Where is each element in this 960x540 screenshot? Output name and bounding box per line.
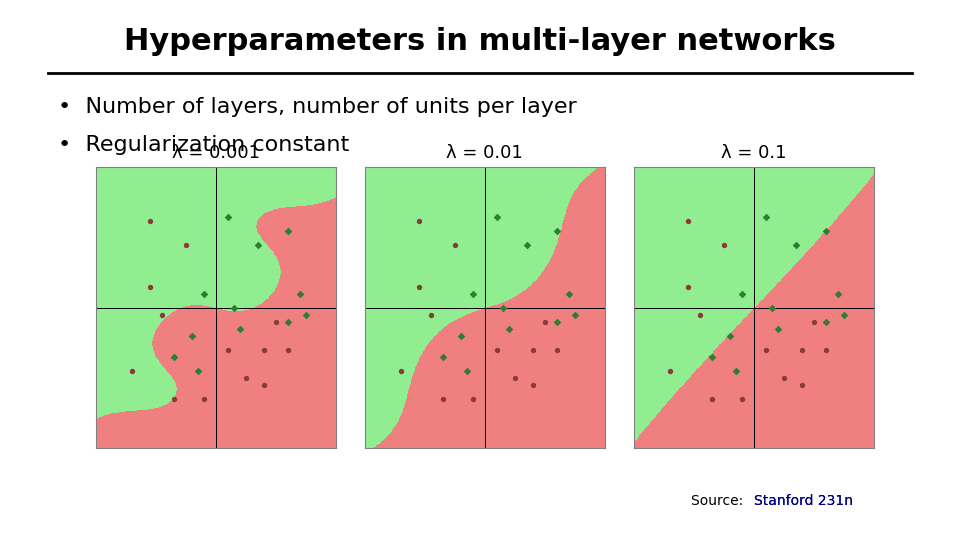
Point xyxy=(489,346,505,354)
Point xyxy=(758,346,774,354)
Point xyxy=(447,240,463,249)
Point xyxy=(728,367,743,375)
Point xyxy=(829,289,846,298)
Point xyxy=(818,318,833,326)
Point xyxy=(220,212,236,221)
Point xyxy=(788,240,804,249)
Point xyxy=(716,240,732,249)
Point xyxy=(256,346,272,354)
Point xyxy=(561,289,576,298)
Point xyxy=(806,318,822,326)
Text: •  Regularization constant: • Regularization constant xyxy=(58,135,348,155)
Text: λ = 0.001: λ = 0.001 xyxy=(172,144,260,162)
Text: λ = 0.01: λ = 0.01 xyxy=(446,144,523,162)
Point xyxy=(292,289,307,298)
Point xyxy=(435,353,450,361)
Point xyxy=(818,226,833,235)
Point xyxy=(280,226,296,235)
Point xyxy=(423,310,439,319)
Point xyxy=(232,325,248,333)
Point xyxy=(465,289,480,298)
Point xyxy=(525,346,540,354)
Point xyxy=(495,303,511,312)
Text: λ = 0.1: λ = 0.1 xyxy=(721,144,786,162)
Point xyxy=(251,240,266,249)
Point xyxy=(704,353,719,361)
Point xyxy=(525,381,540,389)
Point xyxy=(142,217,157,225)
Point xyxy=(125,367,140,375)
Point xyxy=(220,346,236,354)
Point xyxy=(142,282,157,291)
Point xyxy=(227,303,242,312)
Point xyxy=(549,346,564,354)
Point xyxy=(268,318,284,326)
Text: Stanford 231n: Stanford 231n xyxy=(754,494,852,508)
Point xyxy=(465,395,480,403)
Point xyxy=(256,381,272,389)
Point xyxy=(393,367,408,375)
Point xyxy=(238,374,253,382)
Point xyxy=(190,367,205,375)
Text: Hyperparameters in multi-layer networks: Hyperparameters in multi-layer networks xyxy=(124,27,836,56)
Point xyxy=(733,289,749,298)
Point xyxy=(758,212,774,221)
Point xyxy=(537,318,552,326)
Point xyxy=(680,282,695,291)
Point xyxy=(166,395,181,403)
Point xyxy=(179,240,194,249)
Point xyxy=(770,325,785,333)
Point xyxy=(280,346,296,354)
Point xyxy=(155,310,170,319)
Text: Source:: Source: xyxy=(691,494,748,508)
Point xyxy=(453,332,468,340)
Point xyxy=(507,374,522,382)
Point xyxy=(794,346,809,354)
Point xyxy=(680,217,695,225)
Point xyxy=(299,310,314,319)
Point xyxy=(692,310,708,319)
Point xyxy=(722,332,737,340)
Point xyxy=(764,303,780,312)
Point xyxy=(489,212,505,221)
Point xyxy=(196,289,211,298)
Point xyxy=(818,346,833,354)
Point xyxy=(733,395,749,403)
Point xyxy=(567,310,583,319)
Text: Stanford 231n: Stanford 231n xyxy=(754,494,852,508)
Point xyxy=(776,374,791,382)
Point xyxy=(166,353,181,361)
Point xyxy=(519,240,535,249)
Point xyxy=(280,318,296,326)
Point xyxy=(435,395,450,403)
Point xyxy=(459,367,474,375)
Point xyxy=(184,332,200,340)
Point xyxy=(411,282,426,291)
Point xyxy=(549,226,564,235)
Text: •  Number of layers, number of units per layer: • Number of layers, number of units per … xyxy=(58,97,576,117)
Point xyxy=(501,325,516,333)
Point xyxy=(196,395,211,403)
Point xyxy=(662,367,678,375)
Point xyxy=(411,217,426,225)
Point xyxy=(836,310,852,319)
Point xyxy=(794,381,809,389)
Point xyxy=(704,395,719,403)
Point xyxy=(549,318,564,326)
